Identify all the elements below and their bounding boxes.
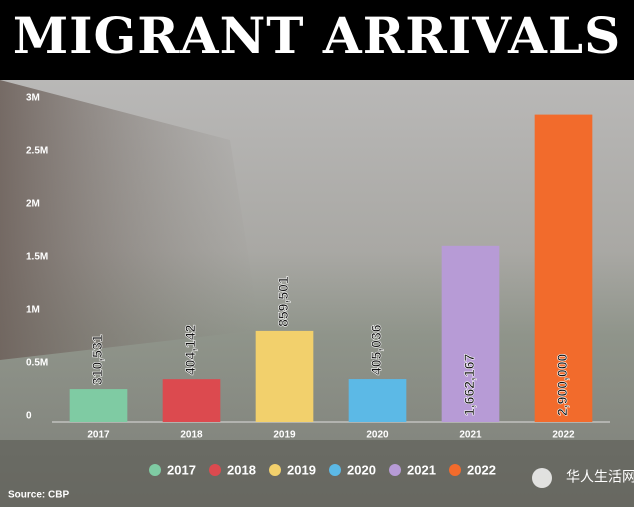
- bar: [162, 379, 221, 422]
- value-label: 310,531: [89, 334, 105, 385]
- y-tick-label: 2.5M: [26, 146, 48, 157]
- x-tick-label: 2021: [459, 430, 482, 441]
- background-fence: [0, 80, 260, 360]
- bar: [255, 330, 314, 422]
- legend-swatch: [269, 464, 281, 476]
- source: Source: CBP: [8, 490, 69, 501]
- legend-label: 2022: [467, 462, 496, 477]
- watermark: 华人生活网: [566, 469, 634, 485]
- value-label: 2,900,000: [554, 354, 570, 416]
- legend-swatch: [209, 464, 221, 476]
- y-tick-label: 3M: [26, 93, 40, 104]
- bar: [534, 114, 593, 422]
- y-tick-label: 1M: [26, 305, 40, 316]
- title-banner: [0, 0, 634, 80]
- value-label: 405,036: [368, 324, 384, 375]
- legend-swatch: [449, 464, 461, 476]
- legend-label: 2020: [347, 462, 376, 477]
- bar: [441, 245, 500, 422]
- legend-swatch: [329, 464, 341, 476]
- x-tick-label: 2019: [273, 430, 296, 441]
- legend-label: 2021: [407, 462, 436, 477]
- legend-label: 2019: [287, 462, 316, 477]
- x-tick-label: 2020: [366, 430, 389, 441]
- value-label: 404,142: [182, 324, 198, 375]
- value-label: 1,662,167: [461, 354, 477, 416]
- x-tick-label: 2022: [552, 430, 575, 441]
- y-tick-label: 0: [26, 411, 32, 422]
- legend-swatch: [389, 464, 401, 476]
- legend-label: 2018: [227, 462, 256, 477]
- value-label: 859,501: [275, 276, 291, 327]
- background-ground: [0, 440, 634, 507]
- bar: [348, 379, 407, 422]
- chart-title: MIGRANT ARRIVALS: [13, 6, 621, 65]
- y-tick-label: 2M: [26, 199, 40, 210]
- y-tick-label: 0.5M: [26, 358, 48, 369]
- x-tick-label: 2018: [180, 430, 203, 441]
- y-tick-label: 1.5M: [26, 252, 48, 263]
- legend-label: 2017: [167, 462, 196, 477]
- x-tick-label: 2017: [87, 430, 110, 441]
- watermark-icon: [532, 468, 552, 488]
- bar: [69, 389, 128, 422]
- legend-swatch: [149, 464, 161, 476]
